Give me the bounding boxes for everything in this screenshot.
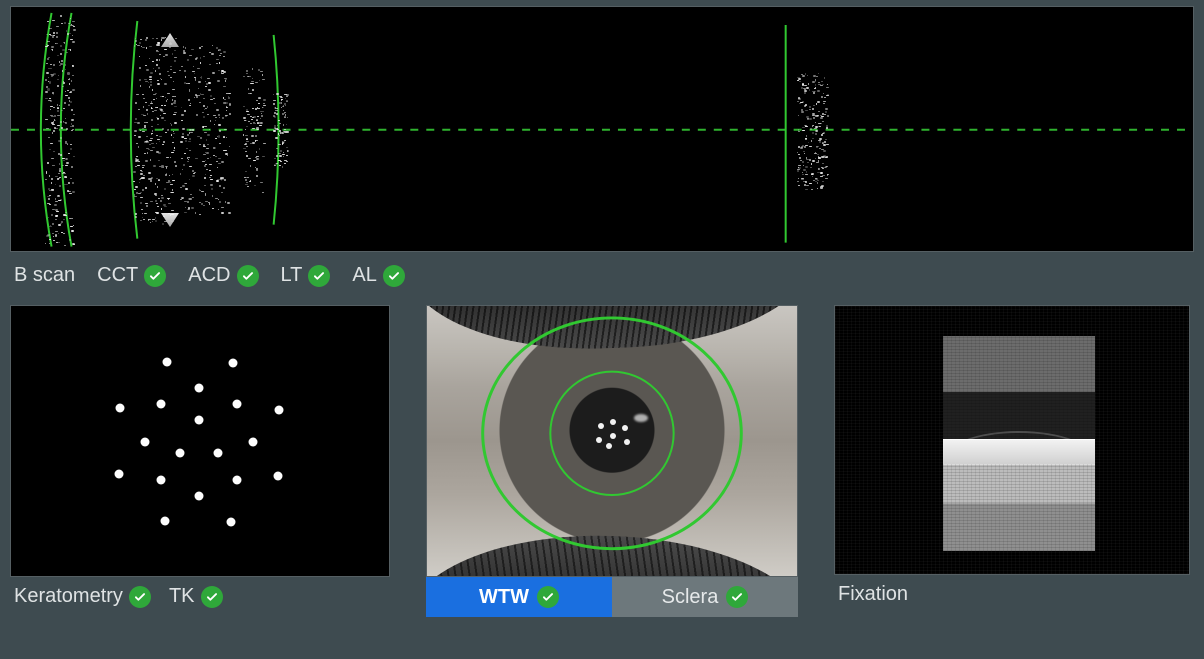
keratometry-dot — [115, 404, 124, 413]
keratometry-view[interactable] — [10, 305, 390, 577]
pupil-reflection-dot — [610, 419, 616, 425]
keratometry-dot — [162, 358, 171, 367]
pupil-reflection-dot — [622, 425, 628, 431]
pupil-reflection-dot — [624, 439, 630, 445]
bscan-speckle — [797, 7, 827, 251]
tab-sclera-label: Sclera — [662, 586, 719, 609]
keratometry-dot — [175, 449, 184, 458]
pupil-reflection-dot — [606, 443, 612, 449]
tab-wtw-check-icon — [537, 586, 559, 608]
kerato-stat-tk-check-icon — [201, 586, 223, 608]
pupil-reflection-dot — [596, 437, 602, 443]
keratometry-dot — [115, 470, 124, 479]
wtw-overlay — [427, 306, 797, 577]
bscan-stat-lt: LT — [281, 264, 331, 287]
keratometry-dot — [156, 476, 165, 485]
bscan-stat-cct-label: CCT — [97, 264, 138, 287]
kerato-stat-keratometry: Keratometry — [14, 585, 151, 608]
keratometry-dot — [214, 449, 223, 458]
keratometry-dot — [141, 438, 150, 447]
keratometry-dot — [195, 416, 204, 425]
keratometry-dot — [274, 471, 283, 480]
keratometry-dot — [233, 476, 242, 485]
keratometry-dot — [274, 405, 283, 414]
bscan-speckle — [45, 7, 73, 251]
keratometry-dot — [195, 492, 204, 501]
bscan-speckle — [179, 7, 229, 251]
bscan-view[interactable] — [10, 6, 1194, 252]
fixation-slab — [943, 336, 1095, 551]
bscan-speckle — [273, 7, 287, 251]
bscan-status-row: B scan CCT ACD LT AL — [10, 252, 1194, 297]
tab-sclera[interactable]: Sclera — [612, 577, 798, 617]
bscan-stat-al-check-icon — [383, 265, 405, 287]
kerato-stat-tk-label: TK — [169, 585, 195, 608]
bscan-stat-al: AL — [352, 264, 404, 287]
wtw-view[interactable] — [426, 305, 798, 577]
bscan-stat-al-label: AL — [352, 264, 376, 287]
bscan-stat-lt-label: LT — [281, 264, 303, 287]
wtw-tabs: WTW Sclera — [426, 577, 798, 617]
keratometry-status-row: Keratometry TK — [10, 577, 390, 608]
kerato-stat-keratometry-label: Keratometry — [14, 585, 123, 608]
fixation-panel: Fixation — [834, 305, 1190, 617]
bscan-speckle — [243, 7, 263, 251]
bscan-label-text: B scan — [14, 264, 75, 287]
fixation-label: Fixation — [838, 583, 908, 606]
fixation-interface-curve — [943, 431, 1095, 461]
bscan-stat-acd-check-icon — [237, 265, 259, 287]
keratometry-dot — [195, 384, 204, 393]
kerato-stat-keratometry-check-icon — [129, 586, 151, 608]
bscan-label: B scan — [14, 264, 75, 287]
fixation-label-text: Fixation — [838, 583, 908, 606]
keratometry-dot — [227, 517, 236, 526]
tab-wtw[interactable]: WTW — [426, 577, 612, 617]
panels-row: Keratometry TK WTW Sclera Fixation — [10, 305, 1194, 617]
fixation-status-row: Fixation — [834, 575, 1190, 606]
pupil-reflection-dot — [610, 433, 616, 439]
kerato-stat-tk: TK — [169, 585, 223, 608]
fixation-view[interactable] — [834, 305, 1190, 575]
bscan-stat-cct-check-icon — [144, 265, 166, 287]
keratometry-dot — [156, 399, 165, 408]
bscan-stat-acd-label: ACD — [188, 264, 230, 287]
tab-wtw-label: WTW — [479, 586, 529, 609]
keratometry-dot — [161, 517, 170, 526]
wtw-panel: WTW Sclera — [426, 305, 798, 617]
bscan-stat-lt-check-icon — [308, 265, 330, 287]
bscan-stat-acd: ACD — [188, 264, 258, 287]
keratometry-dot — [233, 399, 242, 408]
bscan-stat-cct: CCT — [97, 264, 166, 287]
keratometry-panel: Keratometry TK — [10, 305, 390, 617]
tab-sclera-check-icon — [726, 586, 748, 608]
keratometry-dot — [249, 438, 258, 447]
bscan-panel: B scan CCT ACD LT AL — [10, 6, 1194, 297]
keratometry-dot — [228, 358, 237, 367]
pupil-reflection-dot — [598, 423, 604, 429]
